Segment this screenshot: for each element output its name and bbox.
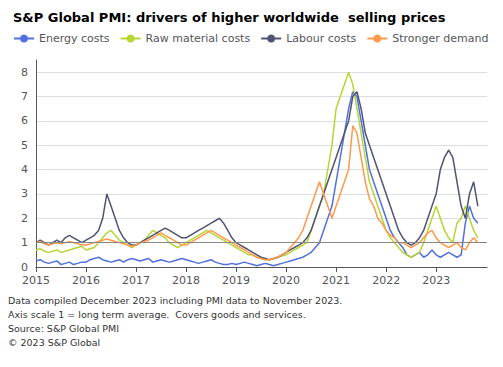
svg-text:3: 3 [21, 187, 28, 200]
svg-text:0: 0 [21, 261, 28, 274]
svg-text:Labour costs: Labour costs [286, 32, 356, 45]
svg-text:7: 7 [21, 90, 28, 103]
svg-text:2020: 2020 [272, 274, 300, 287]
svg-text:Raw material costs: Raw material costs [146, 32, 251, 45]
svg-text:2021: 2021 [322, 274, 350, 287]
svg-text:© 2023 S&P Global: © 2023 S&P Global [8, 337, 100, 348]
svg-text:2: 2 [21, 212, 28, 225]
svg-text:2018: 2018 [172, 274, 200, 287]
svg-text:2017: 2017 [122, 274, 150, 287]
svg-text:2022: 2022 [372, 274, 400, 287]
svg-text:2019: 2019 [222, 274, 250, 287]
svg-text:1: 1 [21, 236, 28, 249]
svg-text:4: 4 [21, 163, 28, 176]
svg-text:Stronger demand: Stronger demand [392, 32, 488, 45]
svg-text:Data compiled December 2023 in: Data compiled December 2023 including PM… [8, 295, 342, 306]
svg-text:Energy costs: Energy costs [39, 32, 110, 45]
svg-text:6: 6 [21, 114, 28, 127]
svg-text:5: 5 [21, 139, 28, 152]
svg-text:Axis scale 1 = long term avera: Axis scale 1 = long term average. Covers… [8, 309, 306, 320]
svg-text:2015: 2015 [22, 274, 50, 287]
svg-text:8: 8 [21, 66, 28, 79]
svg-text:S&P Global PMI: drivers of hig: S&P Global PMI: drivers of higher worldw… [13, 10, 446, 25]
svg-text:2016: 2016 [72, 274, 100, 287]
svg-text:Source: S&P Global PMI: Source: S&P Global PMI [8, 323, 119, 334]
svg-text:2023: 2023 [422, 274, 450, 287]
